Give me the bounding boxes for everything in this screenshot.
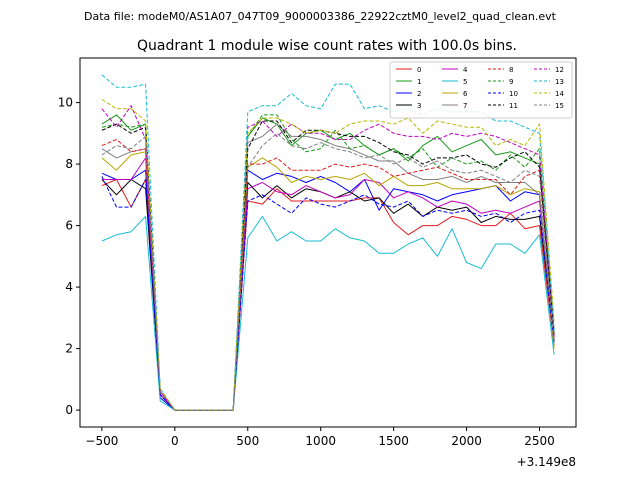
legend-label-3: 3 — [417, 102, 421, 110]
y-tick-label: 8 — [65, 157, 73, 171]
series-line-15 — [101, 132, 555, 411]
x-tick-label: 1000 — [305, 434, 336, 448]
y-tick-label: 10 — [58, 96, 73, 110]
y-tick-label: 0 — [65, 403, 73, 417]
series-layer — [101, 74, 555, 411]
chart-title: Quadrant 1 module wise count rates with … — [137, 38, 517, 54]
x-offset-label: +3.149e8 — [517, 455, 576, 469]
y-tick-label: 6 — [65, 219, 73, 233]
x-tick-label: 1500 — [378, 434, 409, 448]
y-axis: 0 2 4 6 8 10 — [58, 96, 80, 417]
x-tick-label: 0 — [171, 434, 179, 448]
legend-label-1: 1 — [417, 78, 421, 86]
legend-label-0: 0 — [417, 66, 421, 74]
legend-label-5: 5 — [463, 78, 467, 86]
legend-label-15: 15 — [555, 102, 564, 110]
y-tick-label: 2 — [65, 342, 73, 356]
legend-label-4: 4 — [463, 66, 468, 74]
legend-label-6: 6 — [463, 90, 468, 98]
series-line-12 — [101, 105, 555, 411]
legend-label-2: 2 — [417, 90, 421, 98]
x-axis: −500 0 500 1000 1500 2000 2500 — [85, 427, 555, 448]
legend-label-12: 12 — [555, 66, 564, 74]
legend-label-10: 10 — [509, 90, 518, 98]
legend-box — [389, 61, 573, 119]
x-tick-label: 2500 — [524, 434, 555, 448]
y-tick-label: 4 — [65, 280, 73, 294]
axes-frame — [79, 57, 577, 428]
legend-label-11: 11 — [509, 102, 518, 110]
legend-label-14: 14 — [555, 90, 564, 98]
legend-label-9: 9 — [509, 78, 513, 86]
legend-label-13: 13 — [555, 78, 564, 86]
legend-label-7: 7 — [463, 102, 467, 110]
data-file-header: Data file: modeM0/AS1A07_047T09_90000033… — [84, 10, 557, 23]
x-tick-label: −500 — [85, 434, 118, 448]
legend-label-8: 8 — [509, 66, 513, 74]
series-line-14 — [101, 99, 555, 411]
x-tick-label: 500 — [236, 434, 259, 448]
x-tick-label: 2000 — [451, 434, 482, 448]
